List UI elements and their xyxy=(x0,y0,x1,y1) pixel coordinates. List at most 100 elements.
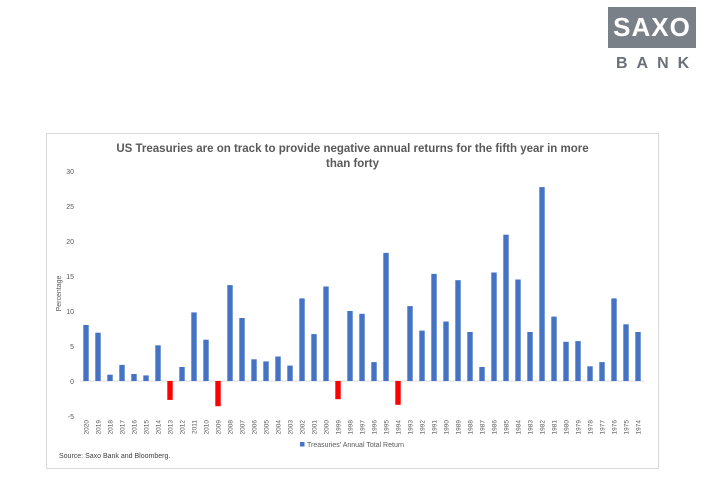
x-tick-label: 1977 xyxy=(600,420,607,435)
y-tick-label: 25 xyxy=(66,204,74,211)
x-tick-label: 1994 xyxy=(396,420,403,435)
x-tick-label: 1976 xyxy=(612,420,619,435)
bar-2005 xyxy=(263,361,269,381)
x-tick-label: 1993 xyxy=(408,420,415,435)
bar-2009 xyxy=(215,381,221,407)
bar-2014 xyxy=(155,345,161,381)
x-tick-label: 2010 xyxy=(204,420,211,435)
bar-1975 xyxy=(623,324,629,381)
x-tick-label: 2016 xyxy=(132,420,139,435)
bar-1980 xyxy=(563,341,569,381)
x-tick-label: 2013 xyxy=(168,420,175,435)
x-tick-label: 1981 xyxy=(552,420,559,435)
bar-2008 xyxy=(227,285,233,381)
x-tick-label: 2003 xyxy=(288,420,295,435)
x-tick-label: 2008 xyxy=(228,420,235,435)
bar-2012 xyxy=(179,367,185,381)
bar-1989 xyxy=(455,280,461,381)
bar-2018 xyxy=(107,374,113,381)
bar-1985 xyxy=(503,234,509,381)
bar-2001 xyxy=(311,334,317,381)
bar-1992 xyxy=(419,330,425,381)
y-tick-label: 20 xyxy=(66,239,74,246)
logo-subtitle: BANK xyxy=(616,55,699,72)
bar-1977 xyxy=(599,362,605,381)
bar-1997 xyxy=(359,313,365,381)
x-tick-label: 2012 xyxy=(180,420,187,435)
bar-2010 xyxy=(203,339,209,381)
x-tick-label: 1975 xyxy=(624,420,631,435)
bar-2011 xyxy=(191,312,197,381)
x-tick-label: 2009 xyxy=(216,420,223,435)
bar-2020 xyxy=(83,325,89,381)
x-tick-label: 1991 xyxy=(432,420,439,435)
bar-1978 xyxy=(587,366,593,381)
bar-1991 xyxy=(431,273,437,381)
bar-1995 xyxy=(383,252,389,381)
x-tick-label: 2015 xyxy=(144,420,151,435)
bar-1974 xyxy=(635,332,641,381)
bar-1986 xyxy=(491,272,497,381)
y-tick-label: 10 xyxy=(66,309,74,316)
x-tick-label: 2018 xyxy=(108,420,115,435)
legend-swatch xyxy=(300,442,305,447)
y-axis-label: Percentage xyxy=(56,275,63,311)
bar-2019 xyxy=(95,332,101,381)
x-tick-label: 1996 xyxy=(372,420,379,435)
x-tick-label: 1979 xyxy=(576,420,583,435)
bar-1979 xyxy=(575,341,581,381)
saxo-bank-logo: SAXO BANK xyxy=(608,7,696,73)
chart-frame: US Treasuries are on track to provide ne… xyxy=(46,133,659,469)
y-tick-label: 30 xyxy=(66,169,74,176)
bar-2016 xyxy=(131,374,137,381)
bar-1990 xyxy=(443,321,449,381)
bar-1981 xyxy=(551,316,557,381)
x-tick-label: 2019 xyxy=(96,420,103,435)
bar-1996 xyxy=(371,362,377,381)
bar-2006 xyxy=(251,359,257,381)
x-tick-label: 1997 xyxy=(360,420,367,435)
bar-1999 xyxy=(335,381,341,400)
legend-label: Treasuries' Annual Total Return xyxy=(307,442,404,449)
chart-plot: -5 0 5 10 15 20 25 30 Percentage 2020 2019 2018 2017… xyxy=(56,169,644,449)
bar-1987 xyxy=(479,367,485,381)
x-tick-label: 2011 xyxy=(192,420,199,434)
x-tick-label: 1987 xyxy=(480,420,487,435)
x-tick-label: 2017 xyxy=(120,420,127,435)
x-tick-label: 1985 xyxy=(504,420,511,435)
y-tick-label: 0 xyxy=(70,379,74,386)
x-tick-label: 2000 xyxy=(324,420,331,435)
y-tick-label: 5 xyxy=(70,344,74,351)
x-tick-label: 1980 xyxy=(564,420,571,435)
x-tick-label: 2004 xyxy=(276,420,283,435)
bar-2017 xyxy=(119,364,125,381)
source-note: Source: Saxo Bank and Bloomberg. xyxy=(59,453,171,460)
bar-2003 xyxy=(287,365,293,381)
bar-1984 xyxy=(515,279,521,381)
y-tick-label: -5 xyxy=(68,414,74,421)
bar-2002 xyxy=(299,298,305,381)
x-tick-label: 2001 xyxy=(312,420,319,435)
x-tick-label: 1995 xyxy=(384,420,391,435)
x-tick-label: 2020 xyxy=(84,420,91,435)
chart-title: US Treasuries are on track to provide ne… xyxy=(116,143,589,170)
x-tick-label: 1988 xyxy=(468,420,475,435)
x-tick-label: 1986 xyxy=(492,420,499,435)
bar-1988 xyxy=(467,332,473,381)
y-tick-label: 15 xyxy=(66,274,74,281)
x-tick-label: 1989 xyxy=(456,420,463,435)
x-tick-label: 1990 xyxy=(444,420,451,435)
bar-1998 xyxy=(347,311,353,381)
x-tick-label: 1978 xyxy=(588,420,595,435)
x-tick-label: 1983 xyxy=(528,420,535,435)
bar-2000 xyxy=(323,286,329,381)
x-tick-label: 2005 xyxy=(264,420,271,435)
bar-2007 xyxy=(239,318,245,381)
x-tick-label: 1998 xyxy=(348,420,355,435)
x-tick-label: 1974 xyxy=(636,420,643,435)
bar-2004 xyxy=(275,356,281,381)
x-tick-label: 2002 xyxy=(300,420,307,435)
bar-2013 xyxy=(167,381,173,400)
x-tick-label: 1999 xyxy=(336,420,343,435)
bar-1982 xyxy=(539,187,545,381)
